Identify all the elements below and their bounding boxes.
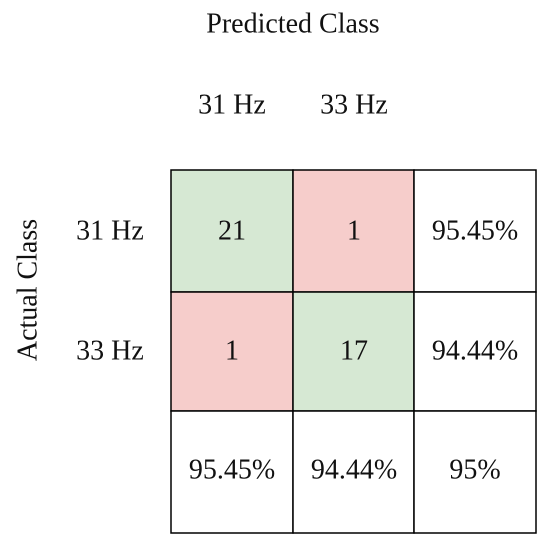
row-accuracy: 94.44%: [432, 335, 518, 366]
cell: [413, 291, 537, 412]
cell-value: 17: [340, 335, 368, 366]
cell-value: 1: [225, 335, 239, 366]
column-accuracy: 95.45%: [189, 454, 275, 485]
cell: [292, 169, 415, 293]
cell: [292, 410, 415, 534]
cell: [170, 169, 294, 293]
cell: [292, 291, 415, 412]
overall-accuracy: 95%: [449, 454, 500, 485]
column-accuracy: 94.44%: [311, 454, 397, 485]
cell: [413, 410, 537, 534]
column-header: 33 Hz: [320, 89, 388, 120]
column-header: 31 Hz: [198, 89, 266, 120]
cell-value: 1: [347, 215, 361, 246]
row-axis-label: Actual Class: [12, 219, 43, 361]
title: Predicted Class: [206, 8, 379, 39]
row-header: 31 Hz: [76, 215, 144, 246]
cell: [170, 291, 294, 412]
row-header: 33 Hz: [76, 335, 144, 366]
cell: [170, 410, 294, 534]
cell: [413, 169, 537, 293]
cell-value: 21: [218, 215, 246, 246]
row-accuracy: 95.45%: [432, 215, 518, 246]
